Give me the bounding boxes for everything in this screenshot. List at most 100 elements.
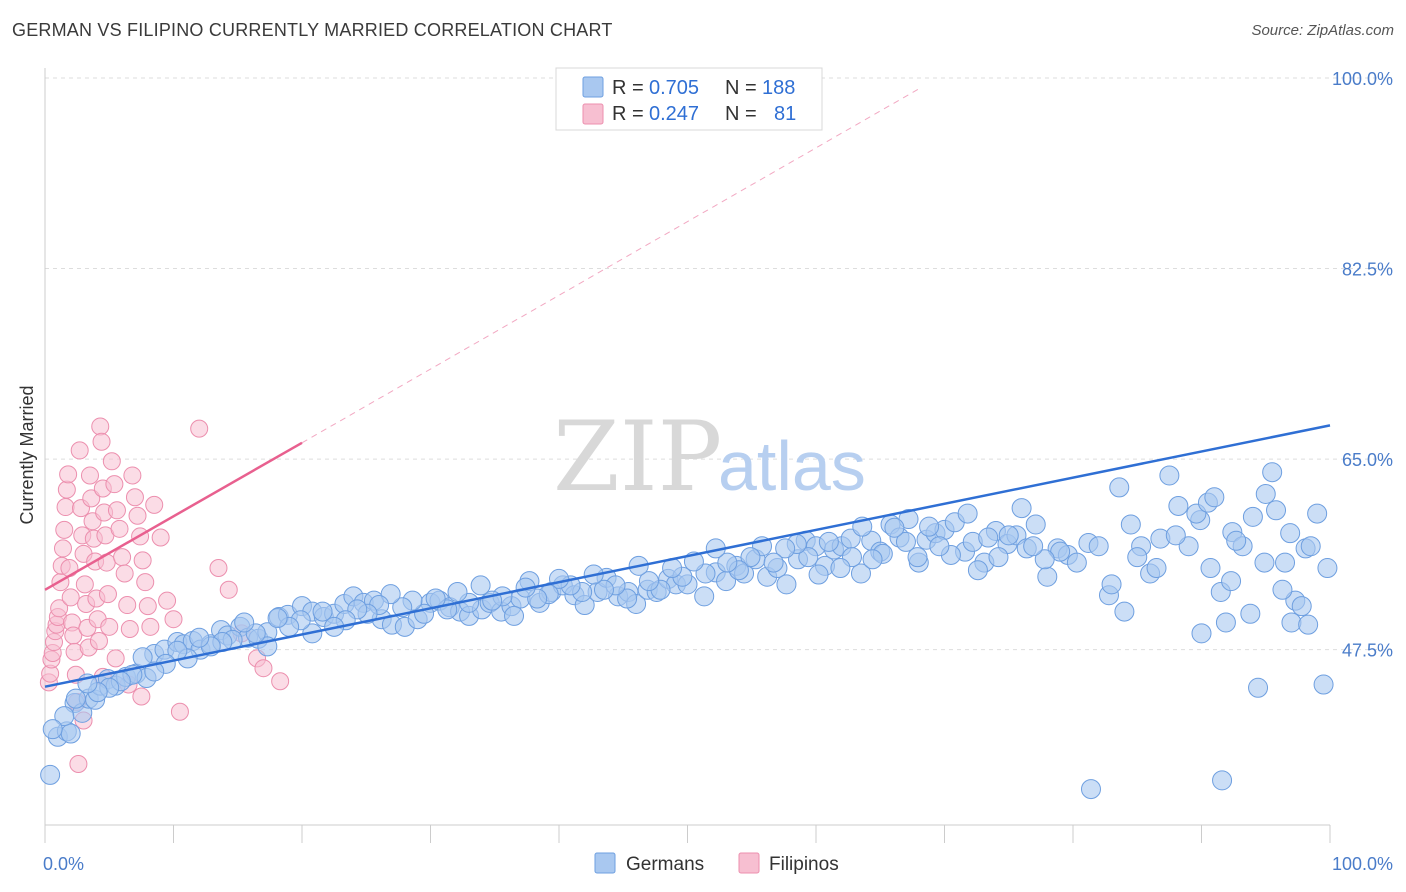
germans-point bbox=[978, 527, 999, 548]
filipinos-point bbox=[57, 480, 76, 499]
germans-point bbox=[617, 588, 638, 609]
germans-point bbox=[1307, 503, 1328, 524]
filipinos-point bbox=[89, 631, 108, 650]
germans-point bbox=[929, 536, 950, 557]
germans-point bbox=[1191, 623, 1212, 644]
filipinos-point bbox=[141, 617, 160, 636]
watermark-atlas: atlas bbox=[718, 427, 866, 505]
germans-point bbox=[1127, 547, 1148, 568]
filipinos-trend-line bbox=[44, 441, 303, 591]
legend-filipinos-swatch bbox=[738, 852, 760, 874]
germans-point bbox=[1178, 536, 1199, 557]
germans-point bbox=[1120, 514, 1141, 535]
filipinos-point bbox=[100, 617, 119, 636]
filipinos-point bbox=[75, 575, 94, 594]
germans-point bbox=[1200, 558, 1221, 579]
filipinos-point bbox=[113, 548, 132, 567]
germans-point bbox=[740, 547, 761, 568]
germans-point bbox=[1159, 465, 1180, 486]
germans-point bbox=[919, 516, 940, 537]
germans-point bbox=[470, 575, 491, 596]
germans-point bbox=[189, 627, 210, 648]
germans-point bbox=[775, 538, 796, 559]
filipinos-point bbox=[128, 506, 147, 525]
germans-point bbox=[818, 531, 839, 552]
filipinos-point bbox=[56, 498, 75, 517]
germans-point bbox=[1298, 614, 1319, 635]
germans-point bbox=[694, 586, 715, 607]
filipinos-point bbox=[138, 597, 157, 616]
germans-point bbox=[267, 608, 288, 629]
germans-point bbox=[1088, 536, 1109, 557]
filipinos-point bbox=[61, 588, 80, 607]
filipinos-point bbox=[70, 441, 89, 460]
germans-point bbox=[895, 531, 916, 552]
legend-germans-label: Germans bbox=[626, 854, 704, 875]
axes bbox=[44, 68, 1331, 843]
legend-filipinos-label: Filipinos bbox=[769, 854, 839, 875]
filipinos-point bbox=[91, 417, 110, 436]
filipinos-point bbox=[254, 659, 273, 678]
germans-point bbox=[798, 547, 819, 568]
germans-point bbox=[1300, 536, 1321, 557]
filipinos-point bbox=[60, 559, 79, 578]
filipinos-point bbox=[123, 466, 142, 485]
x-tick-label: 0.0% bbox=[43, 854, 84, 874]
germans-point bbox=[1165, 525, 1186, 546]
germans-point bbox=[1254, 552, 1275, 573]
germans-point bbox=[234, 612, 255, 633]
filipinos-point bbox=[55, 520, 74, 539]
x-tick-label: 100.0% bbox=[1332, 854, 1393, 874]
watermark-zip: ZIP bbox=[553, 401, 722, 513]
germans-point bbox=[988, 547, 1009, 568]
germans-point bbox=[1146, 558, 1167, 579]
series-legend: Germans Filipinos bbox=[594, 852, 839, 875]
germans-point bbox=[1204, 487, 1225, 508]
germans-point bbox=[808, 564, 829, 585]
germans-point bbox=[1080, 779, 1101, 800]
germans-point bbox=[850, 563, 871, 584]
germans-point bbox=[1313, 674, 1334, 695]
germans-point bbox=[1212, 770, 1233, 791]
germans-point bbox=[776, 574, 797, 595]
germans-point bbox=[65, 688, 86, 709]
filipinos-point bbox=[98, 585, 117, 604]
germans-point bbox=[957, 503, 978, 524]
germans-point bbox=[1262, 462, 1283, 483]
germans-point bbox=[1011, 498, 1032, 519]
filipinos-point bbox=[132, 687, 151, 706]
germans-point bbox=[1114, 601, 1135, 622]
filipinos-point bbox=[53, 539, 72, 558]
filipinos-swatch bbox=[582, 103, 604, 125]
germans-point bbox=[1034, 549, 1055, 570]
germans-point bbox=[1240, 603, 1261, 624]
germans-point bbox=[884, 517, 905, 538]
chart-title: GERMAN VS FILIPINO CURRENTLY MARRIED COR… bbox=[12, 20, 613, 40]
germans-point bbox=[593, 579, 614, 600]
germans-r-value: 0.705 bbox=[649, 77, 699, 99]
germans-point bbox=[1281, 612, 1302, 633]
filipinos-point bbox=[136, 573, 155, 592]
germans-trend-line bbox=[44, 424, 1331, 688]
germans-point bbox=[1266, 500, 1287, 521]
filipinos-point bbox=[219, 580, 238, 599]
germans-point bbox=[1275, 552, 1296, 573]
germans-point bbox=[1101, 574, 1122, 595]
germans-point bbox=[1215, 612, 1236, 633]
source-label: Source: ZipAtlas.com bbox=[1251, 22, 1394, 39]
germans-n-label: N = bbox=[725, 77, 757, 99]
filipinos-r-value: 0.247 bbox=[649, 103, 699, 125]
filipinos-trend-extension bbox=[301, 88, 920, 444]
germans-point bbox=[1291, 596, 1312, 617]
germans-point bbox=[1248, 677, 1269, 698]
germans-n-value: 188 bbox=[762, 77, 795, 99]
filipinos-point bbox=[106, 649, 125, 668]
filipinos-point bbox=[158, 591, 177, 610]
filipinos-point bbox=[271, 672, 290, 691]
germans-point bbox=[54, 706, 75, 727]
germans-r-label: R = bbox=[612, 77, 644, 99]
filipinos-point bbox=[170, 702, 189, 721]
filipinos-n-label: N = bbox=[725, 103, 757, 125]
germans-point bbox=[763, 552, 784, 573]
filipinos-point bbox=[110, 519, 129, 538]
